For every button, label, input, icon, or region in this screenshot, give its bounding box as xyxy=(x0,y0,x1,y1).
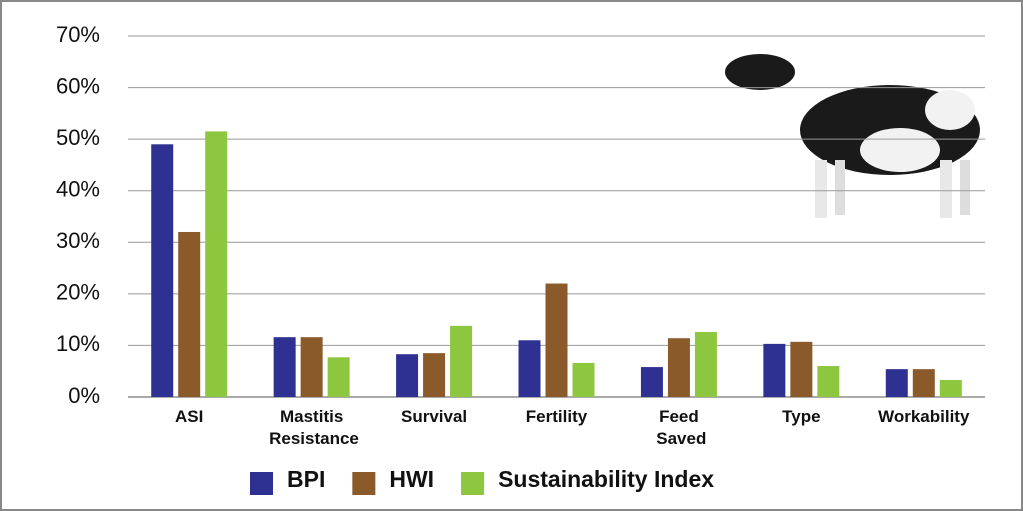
bar xyxy=(641,367,663,397)
legend-label: BPI xyxy=(287,466,325,492)
bar xyxy=(274,337,296,397)
y-tick-label: 0% xyxy=(68,383,100,408)
bar xyxy=(668,338,690,397)
bar xyxy=(886,369,908,397)
legend-swatch xyxy=(250,472,273,495)
bar xyxy=(205,131,227,397)
bar xyxy=(178,232,200,397)
legend-label: HWI xyxy=(389,466,434,492)
legend-swatch xyxy=(352,472,375,495)
y-tick-label: 60% xyxy=(56,73,100,98)
bar xyxy=(940,380,962,397)
bar xyxy=(817,366,839,397)
bar xyxy=(301,337,323,397)
y-tick-label: 40% xyxy=(56,177,100,202)
y-tick-label: 20% xyxy=(56,280,100,305)
x-tick-label: Survival xyxy=(401,407,467,426)
bar xyxy=(790,342,812,397)
bar xyxy=(450,326,472,397)
y-tick-label: 50% xyxy=(56,125,100,150)
bar xyxy=(151,144,173,397)
x-tick-label: Fertility xyxy=(526,407,588,426)
bar xyxy=(913,369,935,397)
bar xyxy=(423,353,445,397)
legend-label: Sustainability Index xyxy=(498,466,714,492)
bar xyxy=(695,332,717,397)
bar xyxy=(573,363,595,397)
bar xyxy=(396,354,418,397)
x-tick-label: Type xyxy=(782,407,820,426)
y-tick-label: 10% xyxy=(56,331,100,356)
y-tick-label: 30% xyxy=(56,228,100,253)
bar xyxy=(519,340,541,397)
legend-swatch xyxy=(461,472,484,495)
bar xyxy=(328,357,350,397)
bar xyxy=(763,344,785,397)
x-tick-label: ASI xyxy=(175,407,203,426)
y-tick-label: 70% xyxy=(56,22,100,47)
x-tick-label: Workability xyxy=(878,407,970,426)
chart: 0%10%20%30%40%50%60%70%ASIMastitis Resis… xyxy=(0,0,1023,511)
bar xyxy=(546,284,568,397)
